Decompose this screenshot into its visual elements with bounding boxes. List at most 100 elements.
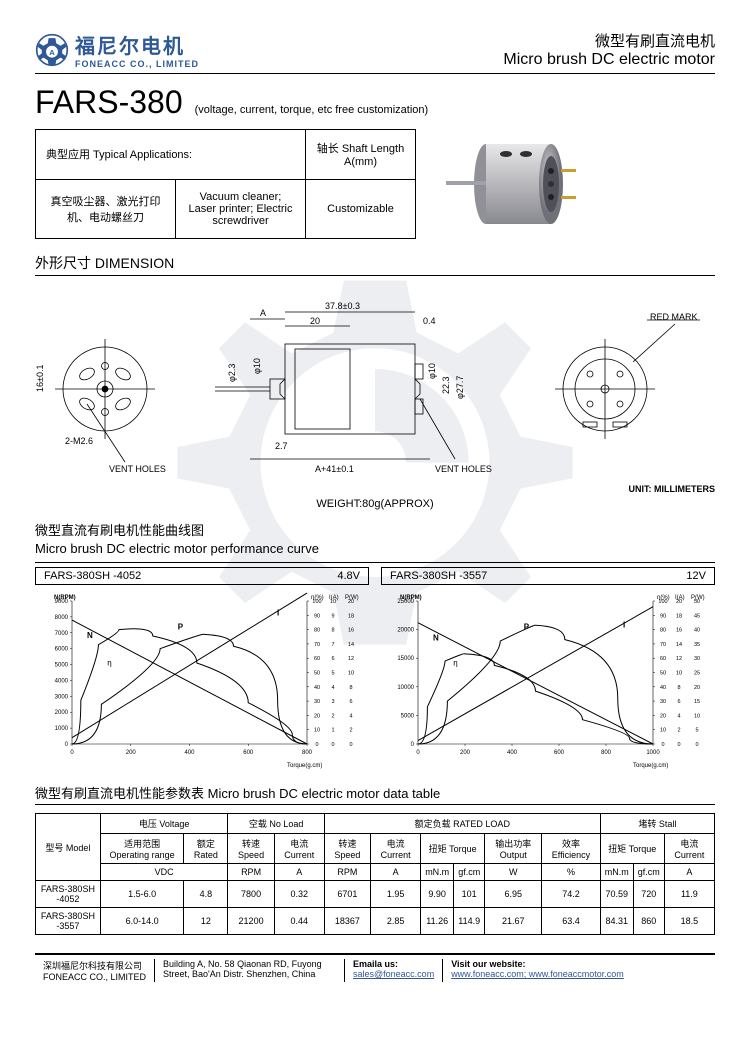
- svg-text:35: 35: [694, 642, 700, 648]
- apps-cn: 真空吸尘器、激光打印机、电动螺丝刀: [36, 179, 176, 238]
- svg-text:0: 0: [349, 742, 352, 748]
- svg-text:100: 100: [658, 599, 667, 605]
- svg-text:4: 4: [677, 713, 680, 719]
- svg-text:600: 600: [554, 750, 565, 756]
- svg-text:0.4: 0.4: [423, 316, 436, 326]
- svg-text:40: 40: [694, 628, 700, 634]
- svg-text:16±0.1: 16±0.1: [35, 365, 45, 392]
- chart1-header: FARS-380SH -4052 4.8V: [35, 567, 369, 585]
- svg-text:2-M2.6: 2-M2.6: [65, 436, 93, 446]
- svg-text:I: I: [623, 620, 625, 629]
- product-title: FARS-380: [35, 84, 183, 121]
- svg-text:800: 800: [601, 750, 612, 756]
- svg-text:600: 600: [243, 750, 254, 756]
- svg-text:η: η: [453, 658, 457, 667]
- svg-text:20: 20: [660, 713, 666, 719]
- shaft-header: 轴长 Shaft Length A(mm): [306, 130, 416, 180]
- svg-text:8: 8: [677, 685, 680, 691]
- svg-text:N(RPM): N(RPM): [54, 595, 76, 601]
- svg-text:0: 0: [677, 742, 680, 748]
- svg-text:0: 0: [695, 742, 698, 748]
- svg-text:P: P: [178, 623, 184, 632]
- footer-email[interactable]: sales@foneacc.com: [353, 969, 434, 979]
- logo-text-cn: 福尼尔电机: [75, 30, 199, 59]
- svg-text:η: η: [107, 658, 111, 667]
- svg-text:800: 800: [302, 750, 313, 756]
- svg-text:1000: 1000: [646, 750, 660, 756]
- svg-text:50: 50: [694, 599, 700, 605]
- dimension-title: 外形尺寸 DIMENSION: [35, 253, 715, 276]
- svg-text:50: 50: [660, 671, 666, 677]
- svg-text:2.7: 2.7: [275, 441, 288, 451]
- table-row: FARS-380SH -40521.5-6.04.878000.3267011.…: [36, 881, 715, 908]
- svg-text:70: 70: [660, 642, 666, 648]
- svg-text:80: 80: [314, 628, 320, 634]
- footer-address: Building A, No. 58 Qiaonan RD, Fuyong St…: [163, 959, 336, 979]
- svg-text:φ10: φ10: [252, 358, 262, 374]
- motor-photo: [426, 129, 586, 239]
- svg-text:90: 90: [660, 613, 666, 619]
- svg-text:2: 2: [677, 728, 680, 734]
- footer-web[interactable]: www.foneacc.com; www.foneaccmotor.com: [451, 969, 624, 979]
- svg-text:70: 70: [314, 642, 320, 648]
- svg-text:6: 6: [331, 656, 334, 662]
- unit-label: UNIT: MILLIMETERS: [629, 484, 716, 494]
- svg-text:N: N: [433, 634, 439, 643]
- svg-text:5000: 5000: [401, 713, 415, 719]
- footer-web-label: Visit our website:: [451, 959, 624, 969]
- svg-text:45: 45: [694, 613, 700, 619]
- svg-text:10: 10: [676, 671, 682, 677]
- svg-text:8000: 8000: [55, 615, 69, 621]
- footer-company-en: FONEACC CO., LIMITED: [43, 972, 146, 982]
- product-subtitle: (voltage, current, torque, etc free cust…: [195, 104, 429, 116]
- svg-text:9: 9: [331, 613, 334, 619]
- svg-text:3: 3: [331, 699, 334, 705]
- svg-text:15000: 15000: [397, 656, 414, 662]
- svg-text:10: 10: [348, 671, 354, 677]
- svg-text:φ27.7: φ27.7: [455, 376, 465, 399]
- weight-label: WEIGHT:80g(APPROX): [35, 498, 715, 510]
- svg-text:0: 0: [331, 742, 334, 748]
- svg-text:4: 4: [349, 713, 352, 719]
- svg-text:4: 4: [331, 685, 334, 691]
- page-header: A 福尼尔电机 FONEACC CO., LIMITED 微型有刷直流电机 Mi…: [35, 30, 715, 74]
- svg-text:30: 30: [314, 699, 320, 705]
- logo-icon: A: [35, 33, 69, 67]
- svg-text:6: 6: [349, 699, 352, 705]
- dimension-drawing: 16±0.1 2-M2.6 VENT HOLES A 37.8±0.3 20 0…: [35, 284, 715, 494]
- data-table: 型号 Model 电压 Voltage 空载 No Load 额定负载 RATE…: [35, 813, 715, 935]
- svg-text:I: I: [277, 609, 279, 618]
- svg-text:16: 16: [676, 628, 682, 634]
- svg-text:0: 0: [70, 750, 74, 756]
- svg-text:90: 90: [314, 613, 320, 619]
- svg-text:400: 400: [507, 750, 518, 756]
- svg-text:1000: 1000: [55, 726, 69, 732]
- svg-text:20: 20: [310, 316, 320, 326]
- svg-text:VENT HOLES: VENT HOLES: [435, 464, 492, 474]
- svg-text:3000: 3000: [55, 694, 69, 700]
- svg-text:10: 10: [694, 713, 700, 719]
- svg-text:0: 0: [416, 750, 420, 756]
- svg-text:A: A: [260, 308, 266, 318]
- logo-block: A 福尼尔电机 FONEACC CO., LIMITED: [35, 30, 199, 69]
- svg-text:N(RPM): N(RPM): [400, 595, 422, 601]
- svg-text:6: 6: [677, 699, 680, 705]
- svg-text:0: 0: [315, 742, 318, 748]
- svg-text:7: 7: [331, 642, 334, 648]
- apps-en: Vacuum cleaner; Laser printer; Electric …: [176, 179, 306, 238]
- svg-text:20: 20: [676, 599, 682, 605]
- apps-header: 典型应用 Typical Applications:: [36, 130, 306, 180]
- performance-chart-2: 0500010000150002000025000N(RPM)020040060…: [381, 589, 715, 769]
- svg-text:0: 0: [411, 742, 415, 748]
- logo-text-en: FONEACC CO., LIMITED: [75, 59, 199, 69]
- svg-text:A+41±0.1: A+41±0.1: [315, 464, 354, 474]
- svg-text:200: 200: [126, 750, 137, 756]
- svg-text:10: 10: [314, 728, 320, 734]
- svg-text:A: A: [49, 48, 55, 57]
- svg-text:60: 60: [660, 656, 666, 662]
- svg-text:φ2.3: φ2.3: [227, 364, 237, 382]
- svg-text:Torque(g.cm): Torque(g.cm): [633, 763, 668, 769]
- shaft-value: Customizable: [306, 179, 416, 238]
- svg-text:6000: 6000: [55, 647, 69, 653]
- svg-text:20000: 20000: [397, 628, 414, 634]
